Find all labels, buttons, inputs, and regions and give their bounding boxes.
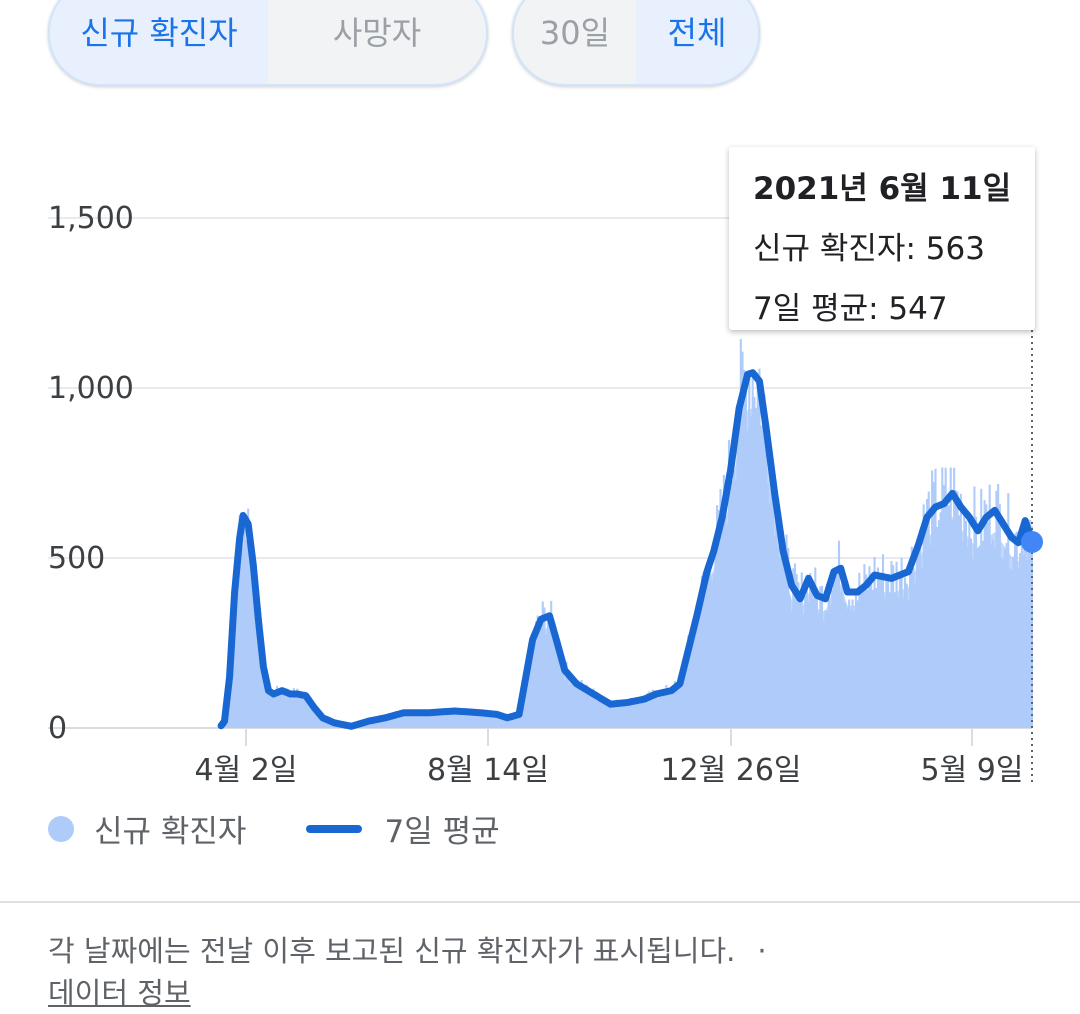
- y-tick-label-1000: 1,000: [48, 371, 134, 406]
- tab-deaths[interactable]: 사망자: [332, 14, 422, 52]
- series-line-avg7: [217, 369, 1036, 730]
- metric-toggle: 신규 확진자 사망자: [48, 0, 488, 86]
- legend-bars-label: 신규 확진자: [94, 814, 247, 850]
- legend-bars-swatch: [48, 815, 74, 842]
- tab-new-cases[interactable]: 신규 확진자: [50, 0, 268, 84]
- chart-area: [172, 408, 1032, 728]
- footnote-text: 각 날짜에는 전날 이후 보고된 신규 확진자가 표시됩니다.: [48, 934, 736, 968]
- cases-chart[interactable]: 1,500 1,000 500 0 4월 2일 8월 14일 12월 26일 5…: [0, 0, 1080, 800]
- x-tick-label-apr2: 4월 2일: [195, 753, 298, 788]
- tooltip-new-cases: 신규 확진자: 563: [753, 231, 985, 267]
- x-tick-label-aug14: 8월 14일: [427, 753, 549, 788]
- tooltip-average: 7일 평균: 547: [753, 291, 948, 327]
- legend-line-swatch: [306, 824, 363, 833]
- legend-line-label: 7일 평균: [384, 814, 500, 850]
- x-tick-label-dec26: 12월 26일: [660, 753, 801, 788]
- chart-line: [217, 369, 1036, 730]
- x-tick-label-may9: 5월 9일: [921, 753, 1024, 788]
- y-tick-label-1500: 1,500: [48, 201, 134, 236]
- chart-tooltip: 2021년 6월 11일 신규 확진자: 563 7일 평균: 547: [729, 147, 1035, 330]
- tab-all[interactable]: 전체: [636, 0, 758, 84]
- divider: [0, 901, 1080, 903]
- tooltip-date: 2021년 6월 11일: [753, 171, 1012, 207]
- tab-30-days[interactable]: 30일: [539, 14, 611, 52]
- data-info-link[interactable]: 데이터 정보: [48, 976, 191, 1010]
- chart-legend: 신규 확진자 7일 평균: [48, 806, 500, 851]
- range-toggle: 30일 전체: [512, 0, 760, 86]
- x-axis-ticks: [245, 728, 973, 746]
- hover-marker: [1021, 531, 1043, 554]
- footnote-separator: ·: [757, 934, 767, 968]
- footnote: 각 날짜에는 전날 이후 보고된 신규 확진자가 표시됩니다. ·: [48, 928, 767, 970]
- y-tick-label-0: 0: [48, 711, 67, 746]
- y-tick-label-500: 500: [48, 541, 105, 576]
- area-fill: [172, 408, 1032, 728]
